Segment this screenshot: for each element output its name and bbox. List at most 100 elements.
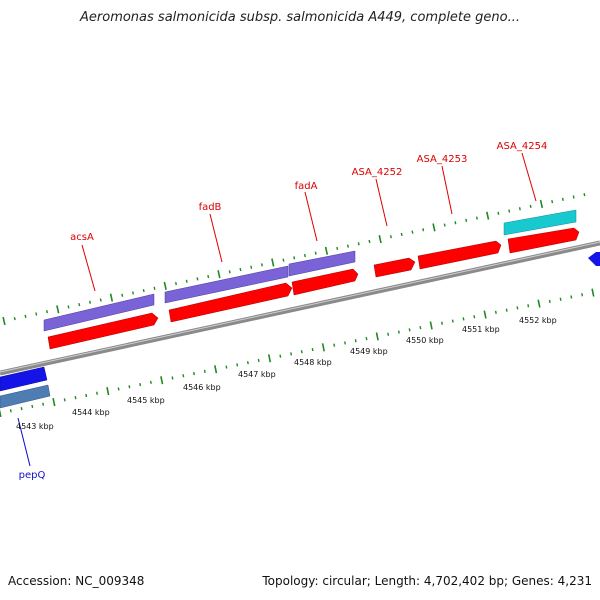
- inner-tick: [537, 299, 541, 308]
- outer-tick: [475, 216, 478, 220]
- inner-tick: [128, 385, 131, 389]
- outer-tick: [346, 244, 349, 248]
- label-acsA[interactable]: acsA: [70, 232, 94, 243]
- cds-ASA_4253[interactable]: [417, 240, 502, 270]
- outer-tick: [239, 267, 242, 272]
- leader-fadB: [209, 213, 223, 263]
- inner-tick: [31, 404, 34, 409]
- inner-tick: [160, 376, 164, 385]
- inner-tick: [0, 409, 2, 418]
- inner-tick: [321, 343, 325, 352]
- label-ASA_4254[interactable]: ASA_4254: [497, 141, 548, 152]
- inner-tick: [354, 339, 357, 343]
- inner-tick: [462, 317, 465, 321]
- inner-tick: [483, 310, 487, 319]
- inner-tick: [225, 365, 228, 369]
- scale-label: 4543 kbp: [16, 422, 54, 431]
- leader-ASA_4253: [441, 165, 453, 215]
- label-ASA_4253[interactable]: ASA_4253: [417, 154, 468, 165]
- outer-tick: [99, 298, 102, 302]
- inner-tick: [106, 387, 110, 396]
- inner-tick: [96, 391, 98, 395]
- label-fadA[interactable]: fadA: [295, 181, 318, 192]
- inner-tick: [548, 299, 551, 304]
- outer-tick: [24, 314, 27, 318]
- inner-tick: [85, 393, 88, 398]
- inner-tick: [20, 407, 23, 411]
- inner-tick: [203, 369, 206, 374]
- inner-tick: [246, 361, 249, 365]
- inner-tick-ring: [0, 288, 595, 418]
- inner-tick: [570, 295, 573, 299]
- outer-tick: [389, 235, 392, 239]
- inner-tick: [473, 315, 476, 319]
- inner-tick: [505, 308, 508, 312]
- inner-tick: [149, 380, 152, 384]
- outer-tick: [324, 246, 329, 255]
- label-fadB[interactable]: fadB: [199, 202, 222, 213]
- outer-tick: [518, 207, 521, 211]
- map-title: Aeromonas salmonicida subsp. salmonicida…: [80, 10, 520, 25]
- scale-label: 4552 kbp: [519, 316, 557, 325]
- outer-tick: [368, 239, 371, 244]
- outer-tick: [583, 193, 586, 197]
- inner-tick: [267, 354, 272, 363]
- scale-label: 4550 kbp: [406, 336, 444, 345]
- inner-tick: [117, 387, 120, 391]
- outer-tick: [185, 279, 188, 283]
- outer-tick: [46, 310, 48, 314]
- scale-label: 4548 kbp: [294, 358, 332, 367]
- outer-tick: [153, 286, 156, 290]
- leader-pepQ: [17, 417, 31, 467]
- cds-acsA[interactable]: [47, 312, 159, 350]
- gene-pepQ-cds[interactable]: [0, 384, 51, 409]
- inner-tick: [257, 358, 260, 363]
- cds-ASA_4252[interactable]: [373, 257, 416, 278]
- gene-fadA[interactable]: [288, 250, 356, 277]
- outer-tick: [378, 235, 382, 244]
- outer-tick: [56, 305, 60, 314]
- gene-acsA[interactable]: [43, 293, 155, 332]
- outer-tick: [561, 197, 564, 201]
- inner-tick: [279, 354, 282, 358]
- cds-fadA[interactable]: [291, 268, 359, 296]
- outer-tick: [13, 317, 16, 321]
- scale-labels: 4543 kbp 4544 kbp 4545 kbp 4546 kbp 4547…: [16, 316, 557, 431]
- inner-tick: [236, 363, 239, 367]
- outer-tick: [432, 223, 436, 232]
- outer-tick: [207, 274, 210, 279]
- inner-tick: [139, 382, 142, 387]
- inner-tick: [494, 310, 497, 314]
- outer-tick: [89, 300, 91, 304]
- label-ASA_4252[interactable]: ASA_4252: [352, 167, 403, 178]
- outer-tick: [67, 305, 70, 309]
- outer-tick: [539, 199, 544, 209]
- inner-tick: [300, 350, 303, 354]
- outer-tick: [572, 195, 575, 199]
- label-pepQ[interactable]: pepQ: [19, 470, 46, 481]
- inner-tick: [52, 397, 56, 407]
- leader-acsA: [81, 244, 96, 292]
- cds-fadB[interactable]: [168, 282, 293, 323]
- genome-backbone: [0, 240, 600, 376]
- outer-tick: [132, 291, 134, 295]
- outer-tick: [508, 209, 511, 213]
- outer-tick: [196, 277, 199, 281]
- gene-pepQ[interactable]: [0, 366, 48, 392]
- outer-tick: [486, 211, 490, 220]
- gene-offscreen-right[interactable]: [588, 252, 600, 266]
- cds-ASA_4254[interactable]: [507, 227, 580, 254]
- gene-ASA_4254[interactable]: [503, 209, 577, 236]
- gene-fadB[interactable]: [164, 265, 289, 304]
- outer-tick: [250, 265, 253, 269]
- inner-tick: [591, 288, 595, 297]
- outer-tick: [454, 221, 457, 225]
- inner-tick: [193, 371, 195, 376]
- outer-tick: [260, 263, 263, 267]
- leader-ASA_4252: [375, 178, 388, 227]
- inner-tick: [63, 398, 66, 402]
- outer-tick: [163, 281, 167, 290]
- outer-tick: [465, 218, 468, 223]
- outer-tick: [411, 230, 414, 234]
